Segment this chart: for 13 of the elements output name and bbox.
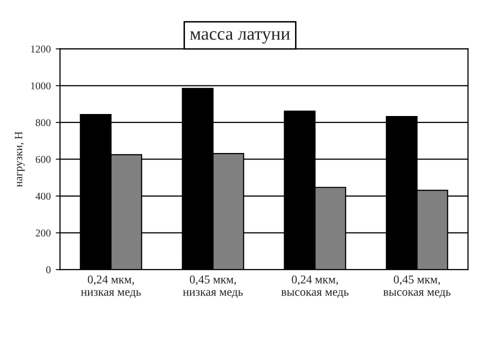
y-tick-label: 400 [36,192,51,200]
y-tick-label: 1200 [31,46,51,53]
y-tick-label: 600 [36,156,51,163]
x-tick-label: 0,24 мкм, низкая медь [81,275,141,298]
x-tick-label: 0,45 мкм, низкая медь [183,275,243,298]
x-tick-label: 0,24 мкм, высокая медь [281,275,349,298]
chart-title: масса латуни [190,31,290,44]
y-axis-title: нагрузки, Н [14,132,25,187]
y-tick-label: 0 [46,266,51,274]
x-tick-label: 0,45 мкм, высокая медь [383,275,451,298]
y-tick-label: 200 [36,230,51,237]
y-tick-label: 800 [36,119,51,126]
y-tick-label: 1000 [31,82,51,90]
